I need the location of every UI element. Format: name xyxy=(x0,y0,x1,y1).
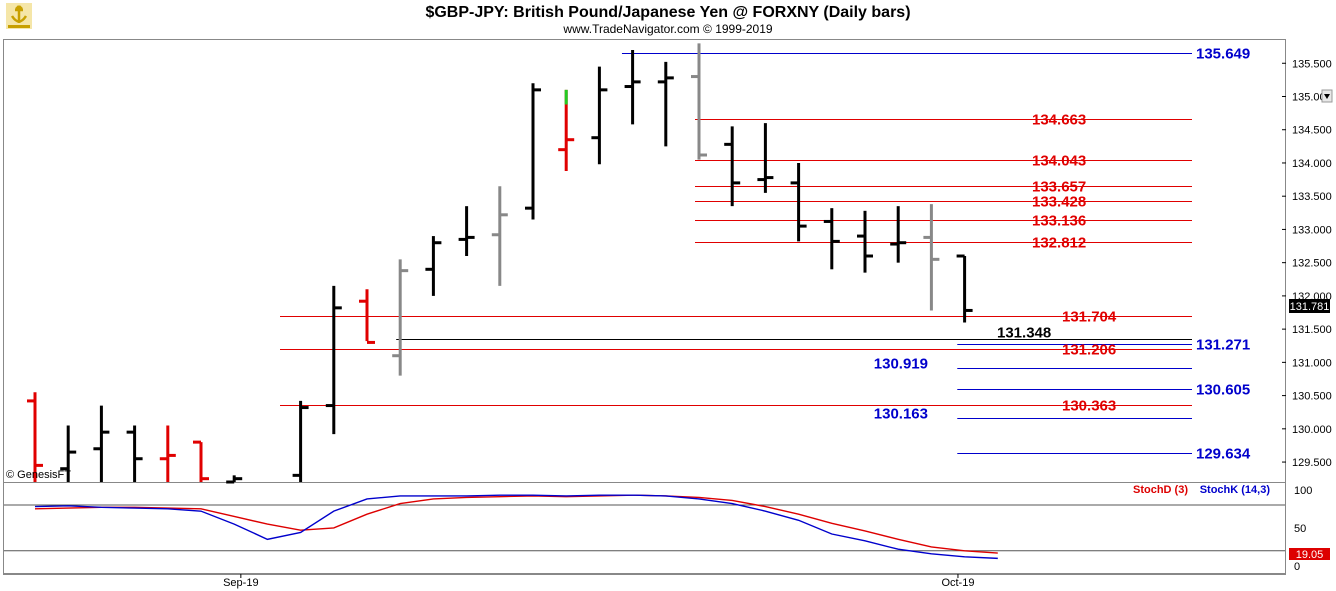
last-price-label: 131.781 xyxy=(1290,301,1330,313)
stoch-tick-label: 0 xyxy=(1294,561,1300,573)
level-label: 130.163 xyxy=(874,406,928,423)
price-tick-label: 129.500 xyxy=(1292,457,1332,469)
price-panel-frame xyxy=(3,39,1286,483)
level-label: 133.657 xyxy=(1032,179,1086,196)
price-tick-label: 135.500 xyxy=(1292,58,1332,70)
stoch-tick-label: 100 xyxy=(1294,485,1312,497)
level-label: 132.812 xyxy=(1032,235,1086,252)
stochk-legend: StochK (14,3) xyxy=(1200,484,1271,496)
bars-layer xyxy=(27,43,973,484)
price-tick-label: 132.500 xyxy=(1292,258,1332,270)
price-tick-label: 130.000 xyxy=(1292,424,1332,436)
stochd-legend: StochD (3) xyxy=(1133,484,1188,496)
stochk-line xyxy=(34,494,998,560)
level-label: 135.649 xyxy=(1196,46,1250,63)
price-tick-label: 131.000 xyxy=(1292,357,1332,369)
level-label: 131.271 xyxy=(1196,337,1250,354)
level-label: 131.348 xyxy=(997,325,1051,342)
level-label: 130.605 xyxy=(1196,382,1250,399)
time-axis: Sep-19 Oct-19 xyxy=(223,574,974,589)
price-tick-label: 133.000 xyxy=(1292,224,1332,236)
chart-subtitle: www.TradeNavigator.com © 1999-2019 xyxy=(562,22,772,36)
stoch-value-tag xyxy=(1289,548,1330,560)
stochastic-panel: 100 50 0 xyxy=(4,485,1312,573)
level-label: 130.363 xyxy=(1062,398,1116,415)
price-tick-label: 133.500 xyxy=(1292,191,1332,203)
time-tick-label: Sep-19 xyxy=(223,577,258,589)
time-tick-label: Oct-19 xyxy=(941,577,974,589)
level-label: 133.136 xyxy=(1032,213,1086,230)
price-tick-label: 134.500 xyxy=(1292,125,1332,137)
level-label: 130.919 xyxy=(874,356,928,373)
level-label: 134.043 xyxy=(1032,153,1086,170)
level-label: 129.634 xyxy=(1196,446,1251,463)
gold-anchor-logo-icon xyxy=(6,3,32,29)
chart-title: $GBP-JPY: British Pound/Japanese Yen @ F… xyxy=(425,4,910,21)
price-tick-label: 131.500 xyxy=(1292,324,1332,336)
stoch-value-label: 19.05 xyxy=(1296,549,1324,561)
level-label: 134.663 xyxy=(1032,112,1086,129)
price-axis: 135.500135.000134.500134.000133.500133.0… xyxy=(1282,58,1332,469)
stoch-panel-frame xyxy=(3,482,1286,574)
copyright-label: © GenesisFT xyxy=(6,469,71,481)
stochd-line xyxy=(34,494,998,554)
price-tick-label: 134.000 xyxy=(1292,158,1332,170)
last-price-tag xyxy=(1289,299,1330,313)
level-label: 131.704 xyxy=(1062,309,1117,326)
stoch-tick-label: 50 xyxy=(1294,523,1306,535)
scroll-down-arrow-icon[interactable] xyxy=(1321,89,1333,103)
level-label: 131.206 xyxy=(1062,342,1116,359)
level-label: 133.428 xyxy=(1032,194,1086,211)
price-tick-label: 130.500 xyxy=(1292,391,1332,403)
